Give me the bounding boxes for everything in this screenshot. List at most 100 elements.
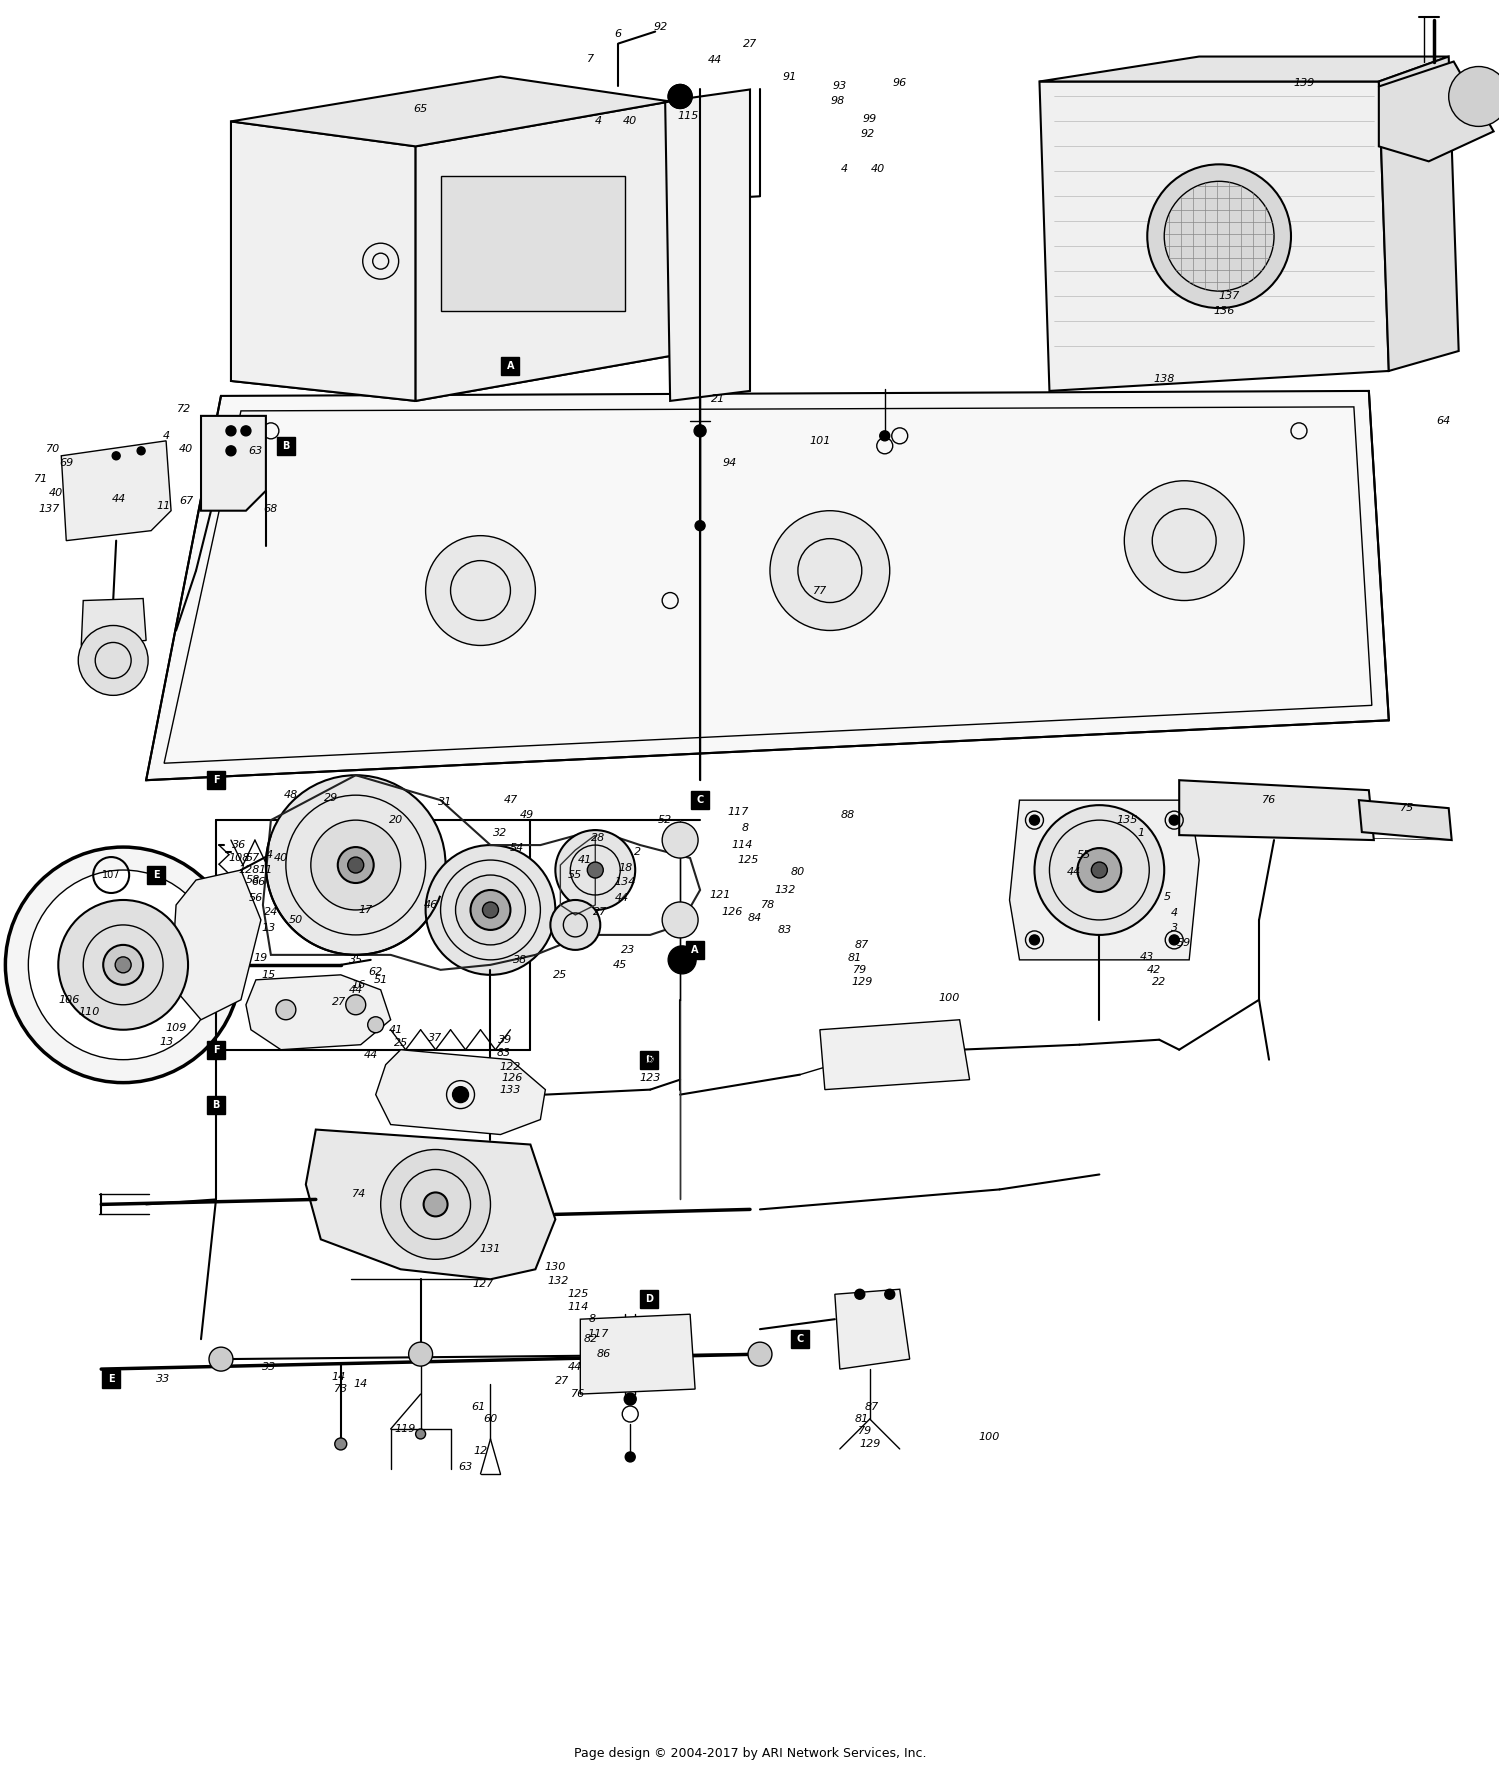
- Text: A: A: [692, 944, 699, 955]
- Polygon shape: [836, 1289, 909, 1369]
- Text: 40: 40: [622, 117, 638, 126]
- Circle shape: [242, 426, 250, 437]
- Circle shape: [626, 1452, 634, 1463]
- Circle shape: [453, 1086, 468, 1102]
- Text: 41: 41: [388, 1024, 404, 1035]
- Circle shape: [266, 776, 446, 955]
- Bar: [102, 1370, 120, 1388]
- Text: 35: 35: [348, 955, 363, 966]
- Text: 31: 31: [438, 797, 453, 808]
- Circle shape: [668, 946, 696, 974]
- Text: 17: 17: [358, 905, 374, 914]
- Text: 98: 98: [831, 96, 844, 106]
- Text: 4: 4: [162, 431, 170, 440]
- Text: 76: 76: [572, 1390, 585, 1399]
- Circle shape: [1168, 935, 1179, 944]
- Text: 128: 128: [238, 864, 260, 875]
- Text: F: F: [213, 1045, 219, 1054]
- Bar: [207, 770, 225, 790]
- Text: 132: 132: [774, 886, 795, 895]
- Text: 5: 5: [1164, 893, 1172, 902]
- Circle shape: [1077, 848, 1122, 893]
- Text: 83: 83: [496, 1047, 510, 1058]
- Text: 14: 14: [354, 1379, 368, 1390]
- Text: 58: 58: [246, 875, 259, 886]
- Text: D: D: [645, 1294, 652, 1305]
- Polygon shape: [1359, 801, 1452, 840]
- Text: 80: 80: [790, 866, 806, 877]
- Text: 108: 108: [228, 854, 249, 863]
- Text: 53: 53: [640, 1054, 656, 1065]
- Polygon shape: [81, 598, 146, 646]
- Text: D: D: [645, 1054, 652, 1065]
- Text: 101: 101: [808, 437, 831, 446]
- Text: 36: 36: [232, 840, 246, 850]
- Text: 48: 48: [284, 790, 298, 801]
- Text: 74: 74: [351, 1189, 366, 1200]
- Polygon shape: [1378, 62, 1494, 162]
- Text: 114: 114: [567, 1303, 590, 1312]
- Text: 117: 117: [588, 1329, 609, 1338]
- Text: 44: 44: [568, 1361, 582, 1372]
- Bar: [207, 1095, 225, 1113]
- Text: 81: 81: [847, 953, 862, 962]
- Circle shape: [694, 520, 705, 531]
- Text: 122: 122: [500, 1061, 520, 1072]
- Text: 138: 138: [1154, 375, 1174, 383]
- Polygon shape: [231, 76, 670, 146]
- Text: 14: 14: [332, 1372, 346, 1383]
- Text: 78: 78: [760, 900, 776, 911]
- Bar: [686, 941, 703, 958]
- Text: 94: 94: [723, 458, 736, 469]
- Circle shape: [1029, 815, 1039, 825]
- Text: 46: 46: [423, 900, 438, 911]
- Circle shape: [348, 857, 363, 873]
- Circle shape: [588, 863, 603, 879]
- Text: 39: 39: [498, 1035, 513, 1045]
- Text: 11: 11: [156, 501, 170, 511]
- Circle shape: [855, 1289, 865, 1299]
- Text: 16: 16: [351, 980, 366, 990]
- Text: 73: 73: [333, 1384, 348, 1393]
- Text: 20: 20: [388, 815, 404, 825]
- Text: 27: 27: [592, 907, 608, 918]
- Text: 33: 33: [156, 1374, 170, 1385]
- Polygon shape: [821, 1021, 969, 1090]
- Polygon shape: [1040, 82, 1389, 390]
- Bar: [790, 1329, 808, 1349]
- Text: E: E: [153, 870, 159, 880]
- Text: 139: 139: [1293, 78, 1314, 89]
- Circle shape: [748, 1342, 772, 1367]
- Text: 51: 51: [374, 974, 388, 985]
- Text: 37: 37: [429, 1033, 442, 1042]
- Circle shape: [694, 424, 706, 437]
- Circle shape: [116, 957, 130, 973]
- Text: 13: 13: [262, 923, 276, 934]
- Text: 65: 65: [414, 105, 428, 114]
- Text: 4: 4: [1170, 909, 1178, 918]
- Text: 93: 93: [833, 82, 848, 92]
- Text: 15: 15: [262, 969, 276, 980]
- Text: 12: 12: [474, 1447, 488, 1456]
- Text: 66: 66: [252, 877, 266, 888]
- Circle shape: [1092, 863, 1107, 879]
- Text: 115: 115: [678, 112, 699, 121]
- Text: 110: 110: [78, 1006, 101, 1017]
- Text: 114: 114: [732, 840, 753, 850]
- Text: 2: 2: [633, 847, 640, 857]
- Text: 40: 40: [178, 444, 194, 454]
- Text: 40: 40: [273, 854, 288, 863]
- Text: 40: 40: [870, 165, 885, 174]
- Text: 44: 44: [708, 55, 722, 64]
- Circle shape: [555, 831, 634, 911]
- Polygon shape: [62, 440, 171, 541]
- Text: 88: 88: [840, 809, 855, 820]
- Circle shape: [668, 85, 692, 108]
- Text: 43: 43: [1140, 951, 1155, 962]
- Text: 100: 100: [980, 1432, 1000, 1441]
- Circle shape: [662, 902, 698, 937]
- Text: 126: 126: [722, 907, 742, 918]
- Polygon shape: [306, 1129, 555, 1280]
- Text: 75: 75: [1400, 802, 1414, 813]
- Circle shape: [209, 1347, 232, 1370]
